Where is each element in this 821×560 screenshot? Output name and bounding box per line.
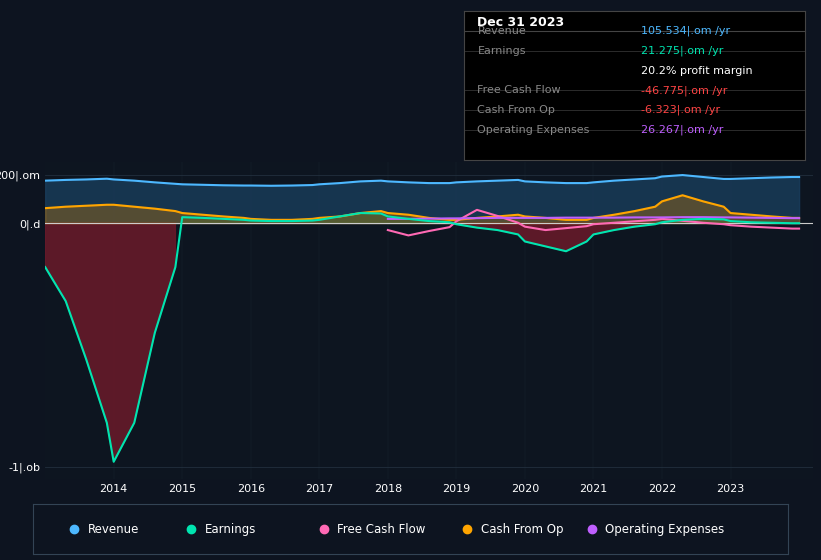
Text: Free Cash Flow: Free Cash Flow [337,522,425,536]
Text: Operating Expenses: Operating Expenses [605,522,725,536]
Text: Earnings: Earnings [478,46,526,56]
Text: Free Cash Flow: Free Cash Flow [478,85,561,95]
Text: Cash From Op: Cash From Op [481,522,563,536]
Text: 20.2% profit margin: 20.2% profit margin [641,66,753,76]
Text: Cash From Op: Cash From Op [478,105,555,115]
Text: Revenue: Revenue [478,26,526,36]
Text: Revenue: Revenue [88,522,140,536]
Text: Operating Expenses: Operating Expenses [478,125,589,135]
Text: 21.275|.om /yr: 21.275|.om /yr [641,45,723,56]
Text: -6.323|.om /yr: -6.323|.om /yr [641,105,720,115]
Text: Earnings: Earnings [205,522,256,536]
Text: -46.775|.om /yr: -46.775|.om /yr [641,85,727,96]
Text: Dec 31 2023: Dec 31 2023 [478,16,565,29]
Text: 26.267|.om /yr: 26.267|.om /yr [641,125,723,135]
Text: 105.534|.om /yr: 105.534|.om /yr [641,26,730,36]
